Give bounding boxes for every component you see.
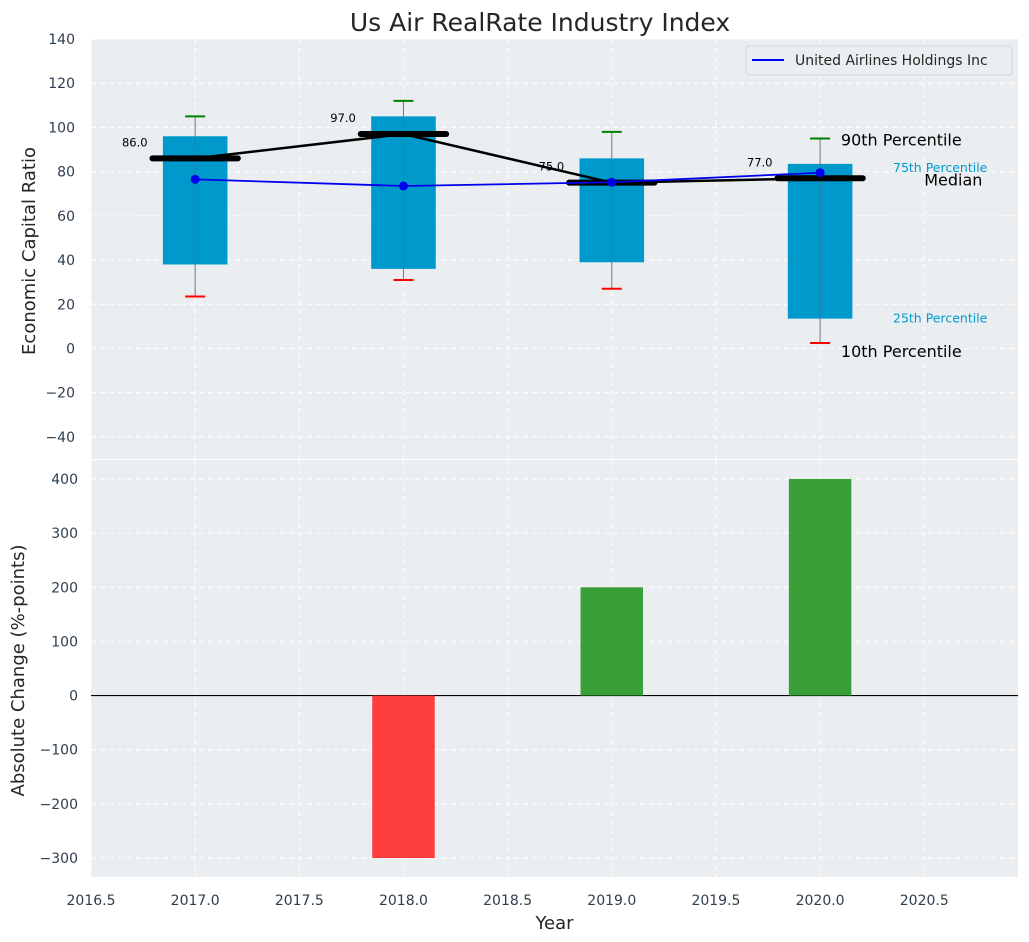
bottom-y-axis-label: Absolute Change (%-points) bbox=[8, 545, 29, 797]
change-bar bbox=[788, 478, 852, 696]
x-tick-label: 2017.5 bbox=[275, 893, 324, 909]
top-y-tick-label: 40 bbox=[57, 253, 75, 269]
bottom-y-tick-label: 400 bbox=[51, 472, 78, 488]
median-value-label: 75.0 bbox=[539, 160, 565, 174]
annotation-25th-percentile: 25th Percentile bbox=[893, 311, 988, 326]
chart-title: Us Air RealRate Industry Index bbox=[350, 8, 730, 37]
x-tick-label: 2016.5 bbox=[67, 893, 116, 909]
annotation-75th-percentile: 75th Percentile bbox=[893, 160, 988, 175]
top-y-axis-label: Economic Capital Ratio bbox=[19, 147, 40, 355]
annotation-90th-percentile: 90th Percentile bbox=[841, 130, 962, 149]
bottom-y-tick-label: 200 bbox=[51, 580, 78, 596]
top-panel: −40 −20 0 20 40 60 80 100 120 140 Economic Capital… bbox=[19, 32, 1018, 459]
change-bar bbox=[372, 695, 435, 859]
top-y-tick-label: 120 bbox=[48, 76, 75, 92]
company-series-point bbox=[607, 177, 617, 187]
company-series-point bbox=[815, 168, 825, 178]
bottom-y-tick-label: −300 bbox=[40, 851, 78, 867]
top-y-tick-label: 80 bbox=[57, 165, 75, 181]
median-value-label: 97.0 bbox=[330, 111, 356, 125]
x-tick-label: 2019.0 bbox=[587, 893, 636, 909]
company-series-point bbox=[190, 174, 200, 184]
x-tick-label: 2019.5 bbox=[691, 893, 740, 909]
x-tick-label: 2018.5 bbox=[483, 893, 532, 909]
x-tick-label: 2018.0 bbox=[379, 893, 428, 909]
bottom-panel: 2016.5 2017.0 2017.5 2018.0 2018.5 2019.0 2019… bbox=[8, 460, 1018, 934]
x-tick-label: 2020.0 bbox=[796, 893, 845, 909]
annotation-median: Median bbox=[924, 170, 982, 189]
top-y-tick-label: 100 bbox=[48, 120, 75, 136]
top-plot-background bbox=[91, 39, 1018, 459]
company-series-point bbox=[398, 181, 408, 191]
company-series-line bbox=[195, 171, 821, 187]
bottom-y-tick-label: −100 bbox=[40, 743, 78, 759]
bottom-y-tick-label: 100 bbox=[51, 634, 78, 650]
bottom-y-tick-label: −200 bbox=[40, 797, 78, 813]
top-y-tick-label: 140 bbox=[48, 32, 75, 48]
median-value-label: 77.0 bbox=[747, 155, 773, 169]
legend: United Airlines Holdings Inc bbox=[745, 45, 1013, 76]
bottom-y-tick-label: 0 bbox=[69, 689, 78, 705]
top-y-tick-label: 20 bbox=[57, 297, 75, 313]
x-tick-label: 2020.5 bbox=[900, 893, 949, 909]
median-value-label: 86.0 bbox=[122, 135, 148, 149]
legend-label: United Airlines Holdings Inc bbox=[795, 53, 988, 69]
top-y-tick-label: 0 bbox=[66, 341, 75, 357]
bottom-y-tick-label: 300 bbox=[51, 526, 78, 542]
top-y-tick-label: −20 bbox=[45, 386, 75, 402]
change-bar bbox=[580, 587, 644, 696]
bottom-plot-background bbox=[91, 460, 1018, 877]
x-axis-label: Year bbox=[534, 913, 574, 934]
top-y-tick-label: 60 bbox=[57, 209, 75, 225]
median-trend-line bbox=[195, 132, 821, 184]
x-tick-label: 2017.0 bbox=[171, 893, 220, 909]
annotation-10th-percentile: 10th Percentile bbox=[841, 342, 962, 361]
top-y-tick-label: −40 bbox=[45, 430, 75, 446]
legend-box bbox=[745, 45, 1013, 76]
